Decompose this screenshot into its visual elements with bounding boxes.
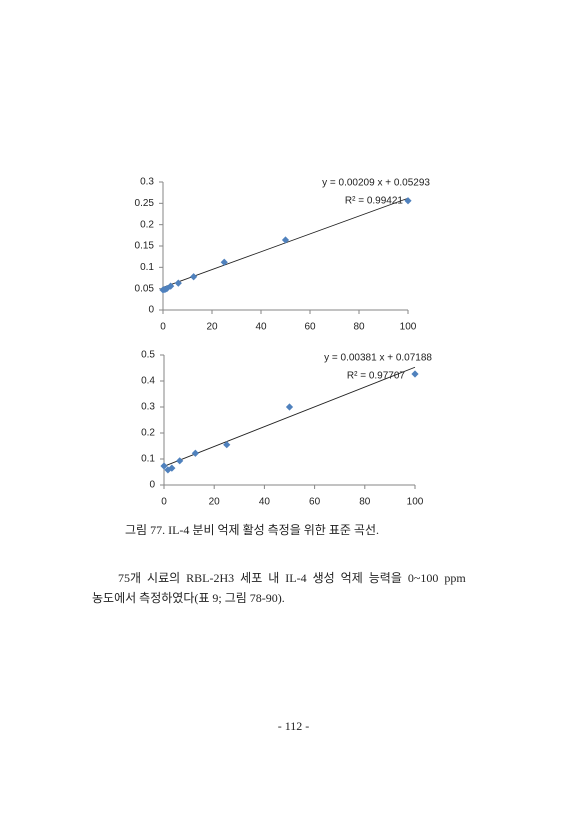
y-tick-label: 0.1 — [141, 454, 155, 465]
y-tick-label: 0 — [149, 480, 155, 491]
page-number: - 112 - — [277, 719, 310, 733]
x-tick-label: 20 — [206, 322, 218, 333]
paragraph-line: 75개 시료의 RBL-2H3 세포 내 IL-4 생성 억제 능력을 0~10… — [118, 571, 466, 585]
x-tick-label: 80 — [359, 497, 371, 508]
data-point — [174, 279, 182, 287]
data-point — [404, 197, 412, 205]
trendline-equation: y = 0.00381 x + 0.07188 — [324, 353, 432, 364]
y-tick-label: 0.3 — [141, 402, 155, 413]
y-tick-label: 0.3 — [140, 177, 154, 188]
data-point — [223, 441, 231, 449]
trendline-equation: y = 0.00209 x + 0.05293 — [322, 178, 430, 189]
x-tick-label: 0 — [161, 497, 167, 508]
x-tick-label: 100 — [400, 322, 417, 333]
x-tick-label: 40 — [255, 322, 267, 333]
x-tick-label: 20 — [209, 497, 221, 508]
y-tick-label: 0.2 — [140, 219, 154, 230]
x-tick-label: 60 — [309, 497, 321, 508]
paragraph-line: 농도에서 측정하였다(표 9; 그림 78-90). — [92, 591, 285, 605]
y-tick-label: 0.15 — [135, 241, 155, 252]
data-point — [168, 464, 176, 472]
x-tick-label: 40 — [259, 497, 271, 508]
y-tick-label: 0.5 — [141, 350, 155, 361]
x-tick-label: 0 — [160, 322, 166, 333]
y-tick-label: 0.2 — [141, 428, 155, 439]
data-point — [411, 370, 419, 378]
x-tick-label: 100 — [407, 497, 424, 508]
data-point — [176, 457, 184, 465]
data-point — [167, 282, 175, 290]
data-point — [160, 462, 168, 470]
x-tick-label: 80 — [353, 322, 365, 333]
y-tick-label: 0 — [148, 305, 154, 316]
data-point — [281, 236, 290, 244]
y-tick-label: 0.1 — [140, 262, 154, 273]
data-point — [164, 466, 172, 474]
data-point — [190, 273, 198, 281]
data-point — [220, 258, 228, 266]
x-tick-label: 60 — [304, 322, 316, 333]
y-tick-label: 0.4 — [141, 376, 155, 387]
y-tick-label: 0.05 — [135, 283, 155, 294]
data-point — [285, 403, 294, 411]
r-squared: R² = 0.99421 — [345, 196, 404, 207]
trendline — [163, 366, 416, 467]
r-squared: R² = 0.97707 — [347, 371, 406, 382]
y-tick-label: 0.25 — [135, 198, 155, 209]
data-point — [191, 449, 199, 457]
caption: 그림 77. IL-4 분비 억제 활성 측정을 위한 표준 곡선. — [125, 523, 380, 537]
